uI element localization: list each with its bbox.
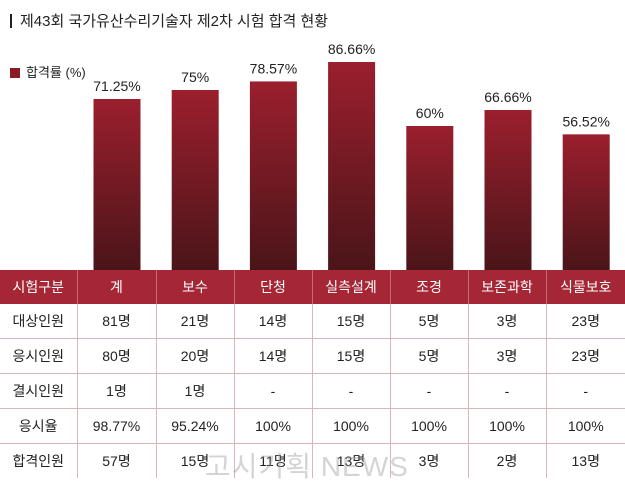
table-cell: 57명	[77, 443, 157, 478]
bar-7	[562, 134, 610, 270]
header-cell: 단청	[234, 270, 313, 304]
table-cell: 1명	[156, 373, 235, 409]
table-cell: 11명	[234, 443, 313, 478]
table-cell: -	[234, 373, 313, 409]
table-cell: -	[390, 373, 469, 409]
watermark: 고시기획 NEWS	[205, 451, 409, 482]
table-cell: 2명	[468, 443, 547, 478]
row-label: 합격인원	[0, 443, 78, 478]
bar-value-label: 78.57%	[250, 60, 297, 76]
header-cell: 실측설계	[312, 270, 391, 304]
table-cell: 80명	[77, 338, 157, 374]
chart-title-text: 제43회 국가유산수리기술자 제2차 시험 합격 현황	[20, 13, 329, 30]
header-cell: 보존과학	[468, 270, 547, 304]
bar-2	[171, 90, 219, 270]
table-cell: 100%	[468, 408, 547, 444]
stats-table: 시험구분 계 보수 단청 실측설계 조경 보존과학 식물보호 대상인원 81명 …	[0, 270, 625, 478]
bar-4	[328, 62, 376, 270]
table-cell: 1명	[77, 373, 157, 409]
table-cell: 81명	[77, 304, 157, 339]
table-cell: 13명	[312, 443, 391, 478]
table-cell: 14명	[234, 304, 313, 339]
bar-value-label: 86.66%	[328, 41, 375, 57]
chart-title: 제43회 국가유산수리기술자 제2차 시험 합격 현황	[10, 10, 328, 31]
bar-1	[93, 99, 141, 270]
bar-value-label: 60%	[416, 105, 444, 121]
table-row: 대상인원 81명 21명 14명 15명 5명 3명 23명	[0, 304, 625, 339]
bar-value-label: 75%	[181, 69, 209, 85]
table-row: 결시인원 1명 1명 - - - - -	[0, 373, 625, 409]
table-cell: -	[312, 373, 391, 409]
bar-3	[249, 81, 297, 270]
table-cell: 15명	[312, 304, 391, 339]
table-cell: 100%	[390, 408, 469, 444]
table-cell: 3명	[390, 443, 469, 478]
header-cell: 식물보호	[546, 270, 625, 304]
table-cell: 3명	[468, 304, 547, 339]
table-cell: 20명	[156, 338, 235, 374]
row-label: 응시인원	[0, 338, 78, 374]
table-cell: 21명	[156, 304, 235, 339]
title-bar-marker	[10, 14, 12, 28]
bar-value-label: 66.66%	[484, 89, 531, 105]
row-label: 응시율	[0, 408, 78, 444]
table-row: 응시율 98.77% 95.24% 100% 100% 100% 100% 10…	[0, 408, 625, 444]
table-cell: 14명	[234, 338, 313, 374]
row-label: 대상인원	[0, 304, 78, 339]
table-cell: 23명	[546, 338, 625, 374]
table-cell: -	[546, 373, 625, 409]
table-cell: 100%	[234, 408, 313, 444]
table-cell: 13명	[571, 453, 600, 469]
header-cell: 계	[77, 270, 157, 304]
bar-5	[406, 126, 454, 270]
bar-value-label: 71.25%	[93, 78, 140, 94]
table-cell: 98.77%	[77, 408, 157, 444]
legend-label: 합격률 (%)	[26, 65, 86, 80]
header-cell: 조경	[390, 270, 469, 304]
table-cell: 3명	[468, 338, 547, 374]
table-row: 응시인원 80명 20명 14명 15명 5명 3명 23명	[0, 338, 625, 374]
table-cell: 95.24%	[156, 408, 235, 444]
legend-swatch	[10, 68, 20, 78]
table-row: 합격인원 57명 15명 11명 13명 3명 2명 13명	[0, 443, 625, 478]
table-cell: 23명	[546, 304, 625, 339]
table-cell: -	[468, 373, 547, 409]
bar-chart: 71.25% 75% 78.57% 86.66% 60% 66.66% 56.52%	[93, 41, 610, 270]
legend: 합격률 (%)	[10, 62, 86, 81]
table-cell: 5명	[390, 304, 469, 339]
table-cell: 15명	[312, 338, 391, 374]
table-cell: 100%	[312, 408, 391, 444]
header-cell: 시험구분	[0, 270, 78, 304]
table-header-row: 시험구분 계 보수 단청 실측설계 조경 보존과학 식물보호	[0, 270, 625, 304]
table-cell: 5명	[390, 338, 469, 374]
bar-value-label: 56.52%	[562, 113, 609, 129]
row-label: 결시인원	[0, 373, 78, 409]
table-cell: 100%	[546, 408, 625, 444]
table-cell: 15명	[156, 443, 235, 478]
bar-6	[484, 110, 532, 270]
header-cell: 보수	[156, 270, 235, 304]
